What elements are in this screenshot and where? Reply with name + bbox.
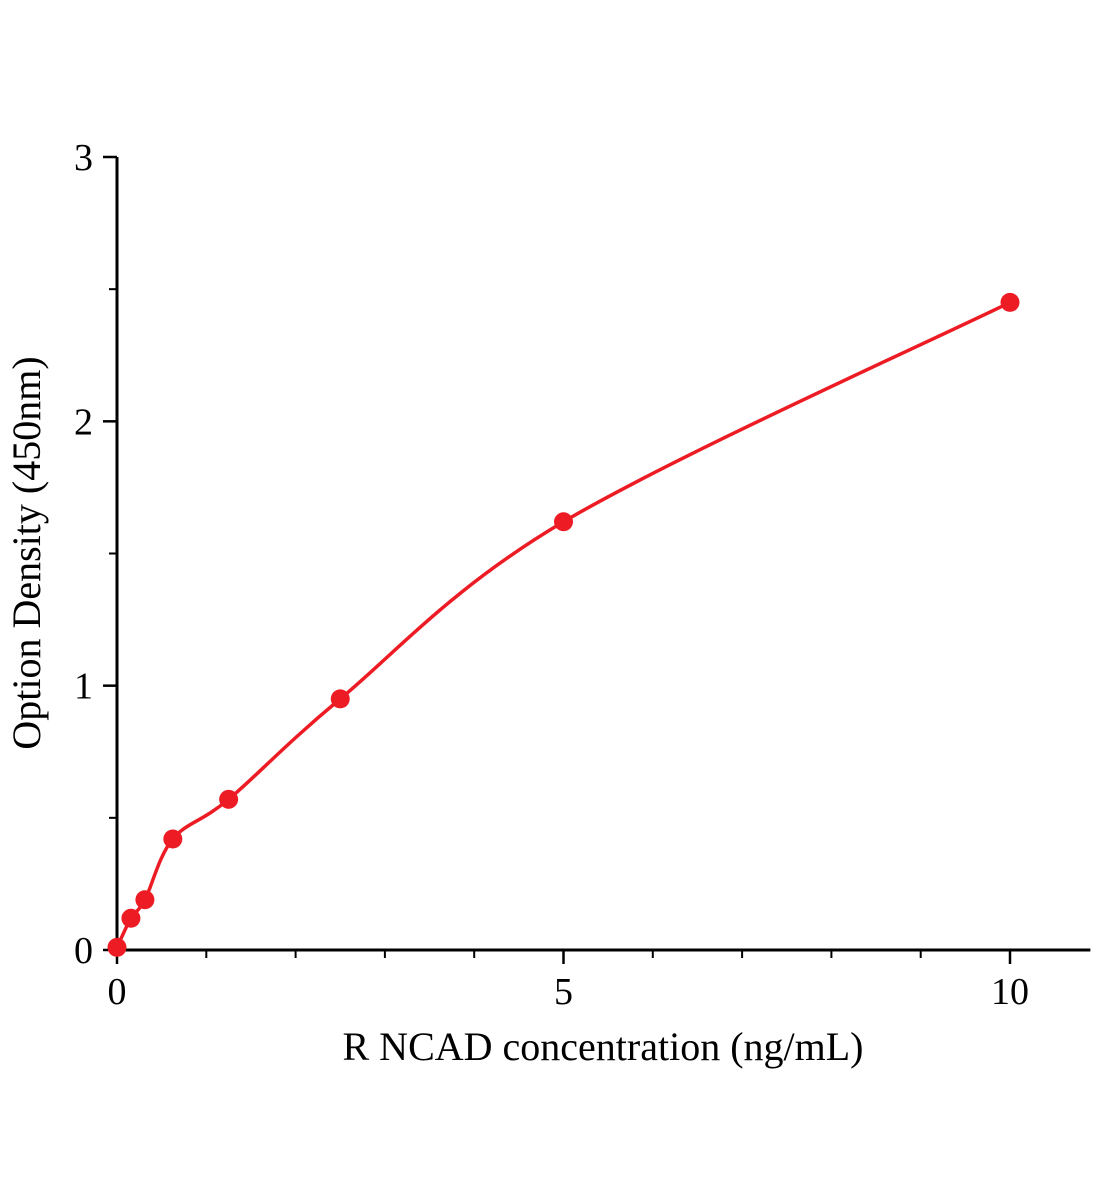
data-point — [135, 890, 155, 910]
x-axis-title: R NCAD concentration (ng/mL) — [343, 1024, 864, 1069]
data-point — [554, 512, 573, 532]
y-tick-label: 2 — [74, 401, 93, 443]
data-point — [330, 689, 350, 709]
data-point — [219, 789, 239, 809]
data-point — [107, 937, 127, 957]
fit-curve — [115, 300, 1012, 950]
x-tick-label: 0 — [108, 971, 127, 1013]
y-tick-label: 3 — [74, 137, 93, 179]
y-axis-title: Option Density (450nm) — [4, 356, 49, 749]
x-tick-label: 10 — [991, 971, 1029, 1013]
data-point — [1000, 292, 1020, 312]
x-tick-label: 5 — [554, 971, 573, 1013]
data-point — [163, 829, 183, 849]
y-tick-label: 1 — [74, 666, 93, 708]
y-tick-label: 0 — [74, 930, 93, 972]
plot-area: 0 5 10 0 1 2 3 — [74, 137, 1091, 1013]
data-point — [121, 908, 141, 928]
